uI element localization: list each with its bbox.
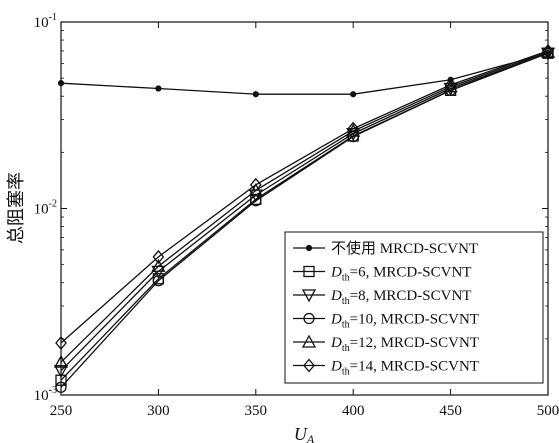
data-point [155, 85, 162, 92]
x-tick-label: 250 [50, 403, 73, 419]
legend-marker [305, 244, 313, 252]
x-tick-label: 500 [537, 403, 559, 419]
legend-label-sub: th [342, 320, 350, 331]
legend-item: Dth=14, MRCD-SCVNT [293, 358, 479, 378]
series-line [60, 52, 549, 372]
data-point [152, 275, 165, 287]
legend-label: Dth=12, MRCD-SCVNT [330, 335, 479, 354]
series-line [60, 52, 549, 95]
legend-item: Dth=10, MRCD-SCVNT [293, 312, 479, 331]
x-tick-label: 300 [147, 403, 170, 419]
data-point [151, 258, 166, 272]
y-tick-exp: -1 [49, 12, 57, 23]
y-tick-base: 10 [34, 202, 49, 218]
legend-marker [303, 312, 315, 325]
x-axis-title-sub: A [306, 432, 315, 443]
data-point [57, 80, 65, 87]
series-line [60, 51, 549, 363]
data-point [252, 91, 259, 98]
data-point [347, 121, 360, 136]
legend-label-rest: =14, MRCD-SCVNT [350, 359, 479, 375]
data-point [542, 43, 554, 58]
series-6 [55, 43, 554, 351]
legend-box [284, 231, 544, 384]
data-point [152, 249, 165, 264]
legend-label: Dth=10, MRCD-SCVNT [330, 312, 479, 331]
data-point [249, 177, 262, 192]
x-tick-label: 350 [245, 403, 268, 419]
legend-label-rest: =6, MRCD-SCVNT [350, 265, 472, 281]
data-point [444, 77, 457, 92]
legend-label: 不使用 MRCD-SCVNT [331, 240, 478, 257]
y-tick-exp: -3 [49, 385, 57, 396]
legend-label-prefix: D [330, 312, 342, 328]
legend-label: Dth=14, MRCD-SCVNT [330, 359, 479, 378]
legend-label: Dth=8, MRCD-SCVNT [330, 288, 471, 307]
data-point [248, 183, 263, 197]
y-tick-label: 10-1 [34, 12, 57, 31]
legend-item: 不使用 MRCD-SCVNT [293, 240, 478, 257]
data-point [350, 91, 357, 98]
x-axis-title: UA [294, 424, 315, 443]
y-tick-label: 10-3 [34, 385, 57, 404]
y-tick-base: 10 [34, 388, 49, 404]
y-tick-exp: -2 [49, 199, 57, 210]
series-line [60, 50, 549, 344]
data-point [53, 354, 69, 368]
x-tick-label: 450 [439, 403, 462, 419]
legend-label-prefix: D [330, 335, 342, 351]
legend-marker [303, 358, 315, 373]
legend-item: Dth=12, MRCD-SCVNT [293, 334, 479, 354]
legend-label: Dth=6, MRCD-SCVNT [330, 265, 471, 284]
legend-label-rest: =12, MRCD-SCVNT [350, 335, 479, 351]
legend-label-sub: th [342, 367, 350, 378]
legend-label-prefix: D [330, 359, 342, 375]
legend-item: Dth=8, MRCD-SCVNT [293, 288, 471, 307]
y-tick-label: 10-2 [34, 199, 57, 218]
data-point [55, 381, 67, 393]
legend-label-prefix: D [330, 288, 342, 304]
data-point [55, 335, 67, 351]
legend-label-sub: th [342, 296, 350, 307]
y-tick-base: 10 [34, 15, 49, 31]
legend-label-sub: th [342, 343, 350, 354]
data-point [55, 374, 67, 386]
legend-label-rest: =10, MRCD-SCVNT [350, 312, 479, 328]
y-axis-title: 总阻塞率 [6, 172, 26, 244]
series-layer [53, 43, 556, 393]
legend-marker [303, 265, 315, 278]
legend-marker [301, 334, 317, 348]
legend-item: Dth=6, MRCD-SCVNT [293, 265, 471, 284]
legend-label-prefix: D [330, 265, 342, 281]
series-line [60, 52, 549, 388]
x-tick-label: 400 [342, 403, 365, 419]
data-point [53, 365, 69, 379]
legend-label-sub: th [342, 273, 350, 284]
legend-label-rest: =8, MRCD-SCVNT [350, 288, 472, 304]
legend-marker [301, 289, 317, 303]
axis-ticks [60, 21, 549, 396]
